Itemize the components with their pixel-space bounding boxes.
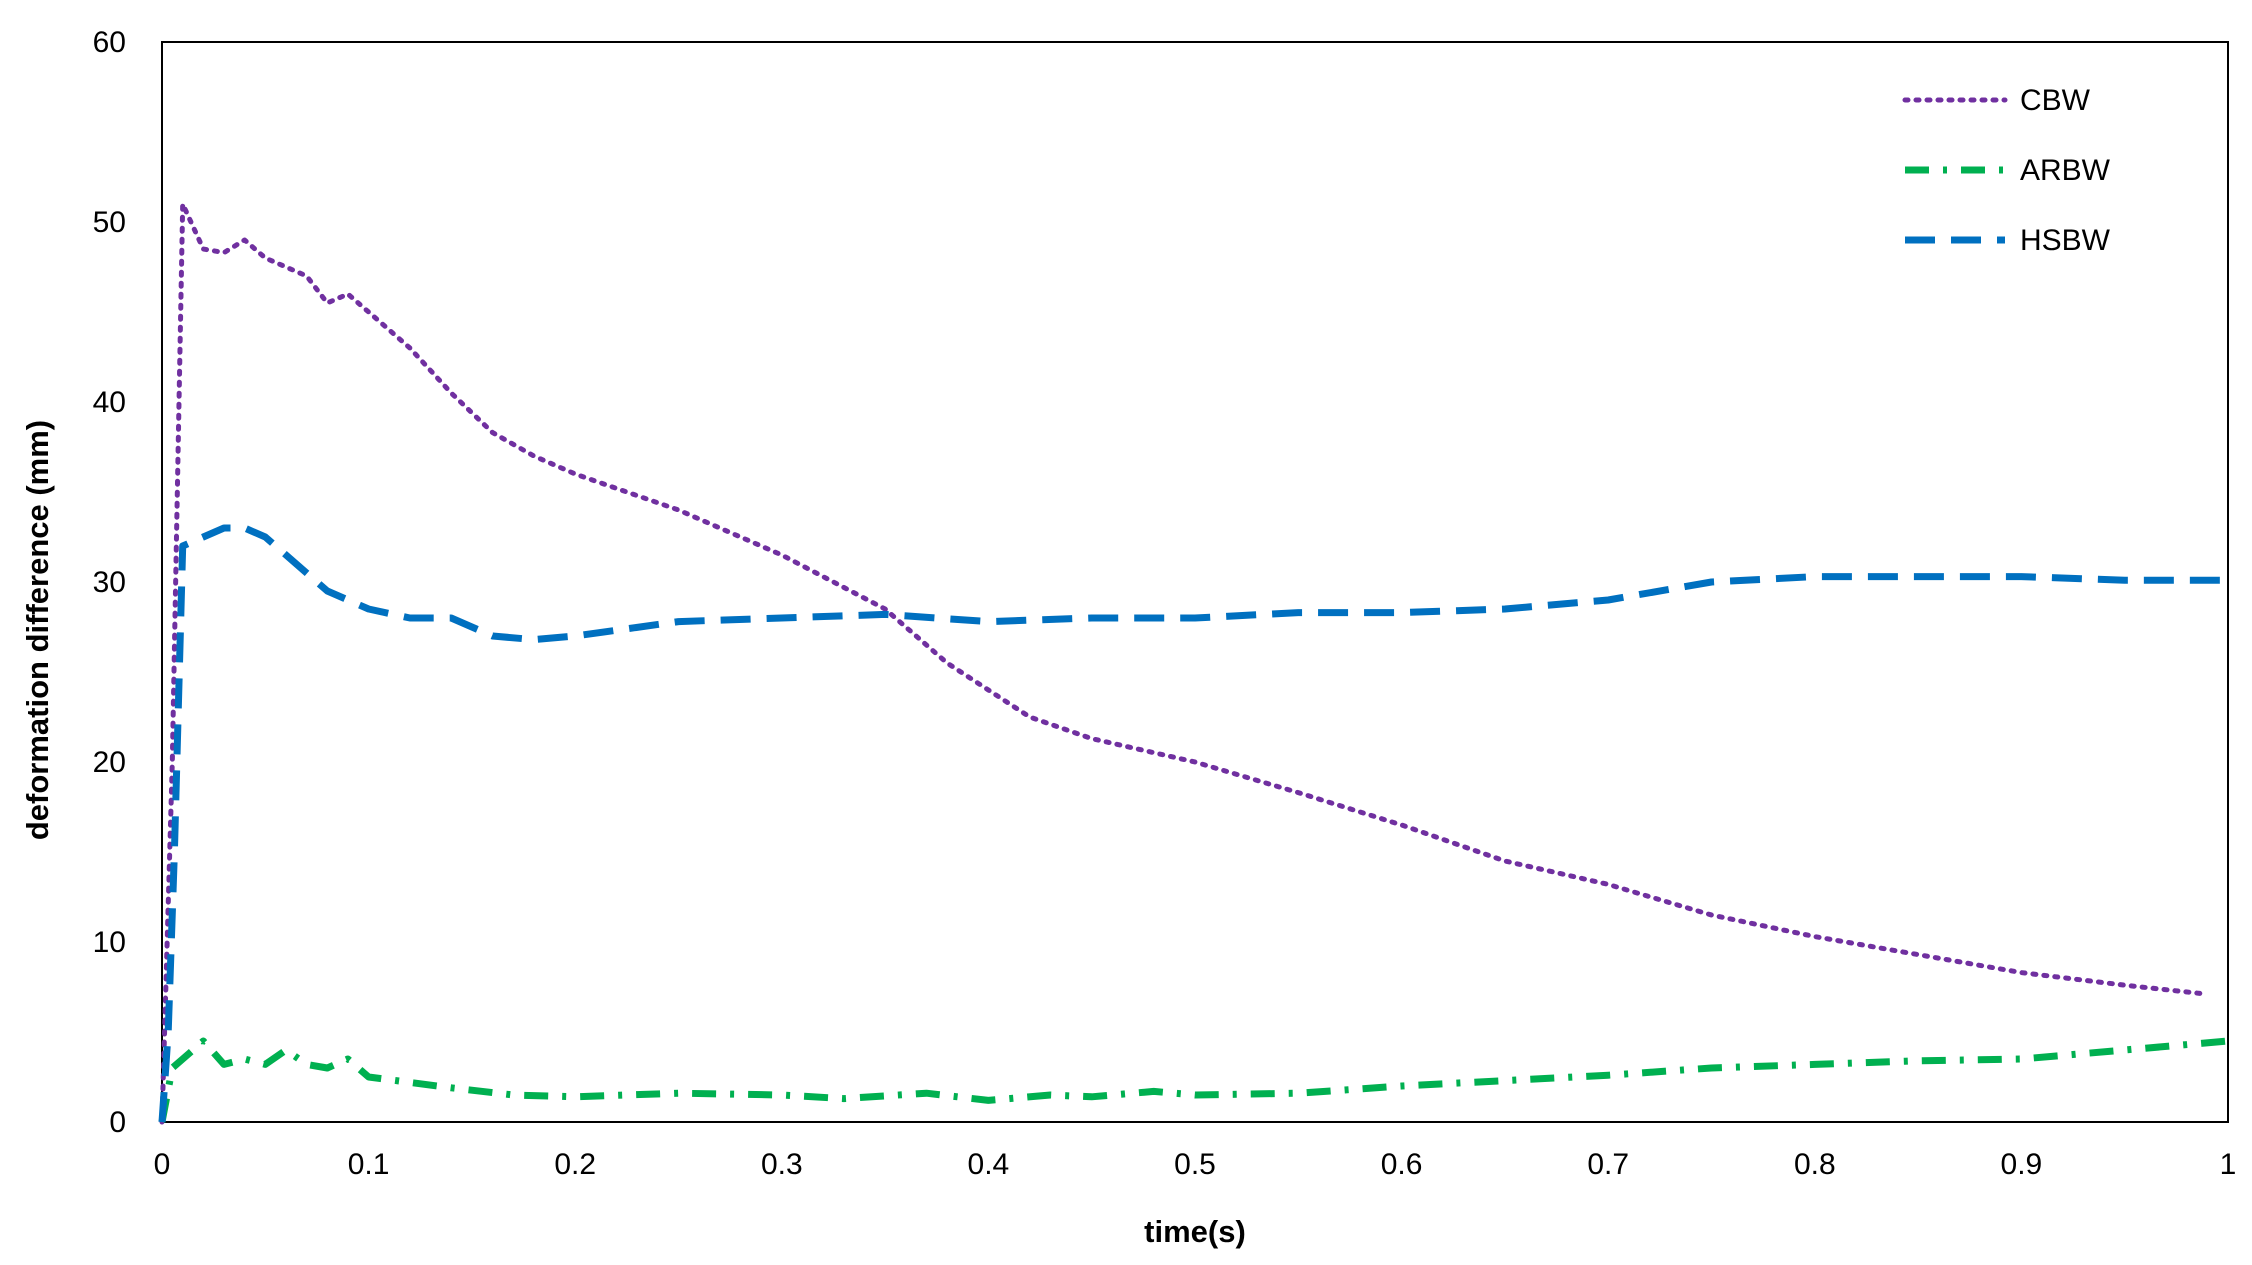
series-line-hsbw — [158, 524, 2228, 1123]
y-tick-label: 20 — [93, 746, 126, 779]
y-axis-title: deformation difference (mm) — [20, 420, 55, 840]
y-tick-label: 40 — [93, 386, 126, 419]
x-tick-label: 1 — [2220, 1148, 2237, 1181]
series-layer — [158, 201, 2229, 1125]
legend-label-cbw: CBW — [2020, 84, 2091, 117]
series-line-cbw — [159, 201, 2210, 1125]
plot-area — [161, 41, 2229, 1123]
x-tick-label: 0.5 — [1174, 1148, 1216, 1181]
y-tick-label: 0 — [109, 1106, 126, 1139]
x-tick-label: 0 — [154, 1148, 171, 1181]
x-tick-label: 0.8 — [1794, 1148, 1836, 1181]
y-tick-label: 10 — [93, 926, 126, 959]
y-tick-label: 60 — [93, 26, 126, 59]
x-tick-label: 0.2 — [554, 1148, 596, 1181]
y-tick-label: 30 — [93, 566, 126, 599]
x-tick-label: 0.7 — [1587, 1148, 1629, 1181]
x-tick-label: 0.3 — [761, 1148, 803, 1181]
x-axis-title: time(s) — [1144, 1214, 1246, 1249]
x-tick-label: 0.6 — [1381, 1148, 1423, 1181]
x-tick-label: 0.1 — [348, 1148, 390, 1181]
legend-label-arbw: ARBW — [2020, 154, 2111, 187]
y-tick-labels: 0 10 20 30 40 50 60 — [93, 26, 126, 1139]
legend: CBW ARBW HSBW — [1902, 84, 2111, 257]
x-tick-label: 0.9 — [2001, 1148, 2043, 1181]
legend-label-hsbw: HSBW — [2020, 224, 2111, 257]
series-line-arbw — [158, 1037, 2229, 1123]
y-tick-label: 50 — [93, 206, 126, 239]
x-tick-label: 0.4 — [968, 1148, 1010, 1181]
x-tick-labels: 0 0.1 0.2 0.3 0.4 0.5 0.6 0.7 0.8 0.9 1 — [154, 1148, 2237, 1181]
